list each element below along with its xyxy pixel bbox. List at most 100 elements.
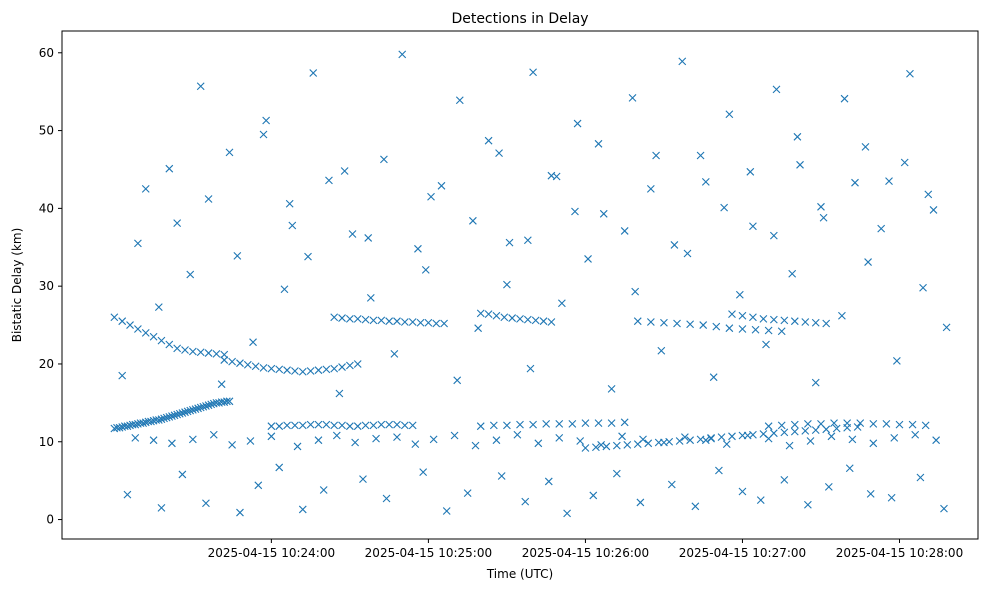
y-tick-label: 60 xyxy=(39,46,54,60)
data-point xyxy=(484,136,493,145)
data-point xyxy=(165,164,174,173)
data-point xyxy=(476,309,485,318)
data-point xyxy=(895,420,904,429)
data-point xyxy=(204,349,213,357)
data-point xyxy=(735,290,744,299)
data-point xyxy=(414,244,422,253)
data-point xyxy=(929,206,938,214)
plot-area xyxy=(61,30,979,540)
x-tick-label: 2025-04-15 10:28:00 xyxy=(836,546,963,560)
data-point xyxy=(633,317,642,326)
data-point xyxy=(377,316,386,325)
data-point xyxy=(612,469,621,478)
data-point xyxy=(568,419,577,428)
data-point xyxy=(746,167,755,176)
data-point xyxy=(678,57,687,66)
data-point xyxy=(209,430,218,439)
data-point xyxy=(759,314,768,323)
data-point xyxy=(911,430,920,439)
data-point xyxy=(157,336,166,345)
data-point xyxy=(534,439,543,448)
data-point xyxy=(168,439,176,448)
data-point xyxy=(361,421,370,430)
data-point xyxy=(353,314,362,323)
data-point xyxy=(612,441,621,450)
data-point xyxy=(547,171,556,180)
chart-title: Detections in Delay xyxy=(451,11,588,27)
data-point xyxy=(330,313,339,322)
data-point xyxy=(463,489,472,497)
data-point xyxy=(325,176,333,185)
data-point xyxy=(817,202,825,211)
data-point xyxy=(196,348,205,357)
data-point xyxy=(769,315,778,324)
data-point xyxy=(204,401,213,410)
data-point xyxy=(314,420,323,429)
data-point xyxy=(919,283,927,292)
data-point xyxy=(728,432,736,441)
data-point xyxy=(824,482,833,491)
data-point xyxy=(170,411,179,420)
data-point xyxy=(285,199,294,208)
data-point xyxy=(607,384,616,393)
data-point xyxy=(194,404,202,413)
data-point xyxy=(803,500,812,509)
data-point xyxy=(160,414,168,423)
data-point xyxy=(764,434,773,443)
data-point xyxy=(118,371,127,380)
data-point xyxy=(796,160,804,169)
data-point xyxy=(631,287,640,296)
data-point xyxy=(722,440,731,448)
data-point xyxy=(411,440,420,448)
data-point xyxy=(832,424,841,433)
data-point xyxy=(382,494,391,503)
data-point xyxy=(830,419,838,427)
data-point xyxy=(188,347,197,356)
data-point xyxy=(157,415,166,424)
data-point xyxy=(233,251,242,260)
data-point xyxy=(134,239,142,248)
data-point xyxy=(505,238,514,247)
data-point xyxy=(620,418,629,427)
data-point xyxy=(751,325,760,334)
data-point xyxy=(864,258,872,266)
data-point xyxy=(154,416,163,424)
data-point xyxy=(393,317,401,326)
data-point xyxy=(749,222,757,231)
data-point xyxy=(819,213,828,222)
data-point xyxy=(442,507,451,515)
data-point xyxy=(385,420,394,429)
data-point xyxy=(921,421,930,430)
data-point xyxy=(801,318,810,326)
data-point xyxy=(453,376,462,385)
data-point xyxy=(817,419,825,428)
x-tick-label: 2025-04-15 10:27:00 xyxy=(679,546,806,560)
data-point xyxy=(793,132,802,141)
data-point xyxy=(476,422,485,431)
data-point xyxy=(393,433,401,441)
data-point xyxy=(400,421,409,430)
data-point xyxy=(377,420,386,429)
data-point xyxy=(743,431,752,440)
data-point xyxy=(869,419,878,428)
data-point xyxy=(843,419,852,427)
data-point xyxy=(283,366,291,375)
data-point xyxy=(149,436,158,445)
data-point xyxy=(639,435,647,444)
x-axis-ticks: 2025-04-15 10:24:00 2025-04-15 10:25:00 20… xyxy=(208,539,963,560)
data-point xyxy=(500,313,509,322)
data-point xyxy=(790,420,799,429)
data-point xyxy=(366,293,375,302)
data-point xyxy=(715,466,723,475)
data-point xyxy=(670,241,679,249)
data-point xyxy=(806,437,815,445)
data-point xyxy=(749,313,757,322)
data-point xyxy=(699,321,708,329)
data-point xyxy=(908,420,917,429)
data-point xyxy=(636,498,645,507)
data-point xyxy=(594,419,603,427)
data-point xyxy=(822,319,831,328)
data-point xyxy=(686,320,695,329)
data-point xyxy=(769,231,778,240)
data-point xyxy=(728,310,736,319)
